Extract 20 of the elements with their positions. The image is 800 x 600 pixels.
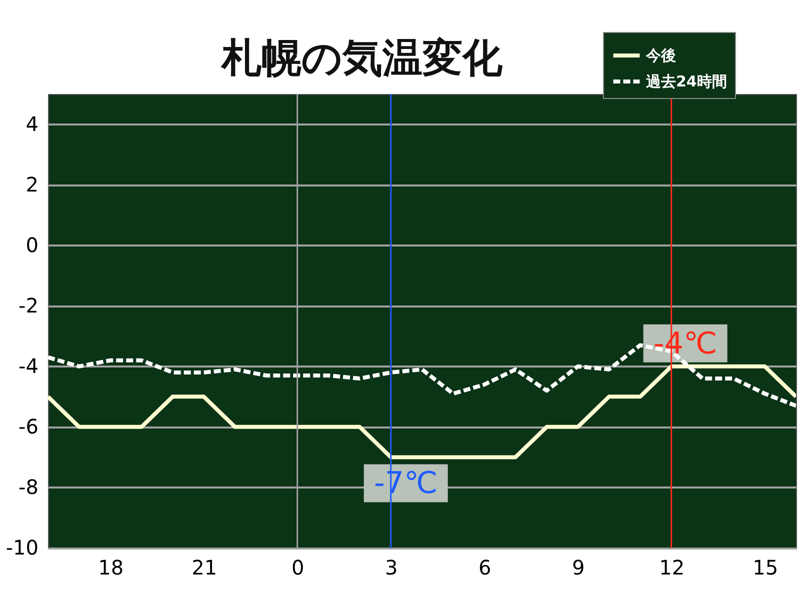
y-tick-label: -4	[18, 354, 38, 378]
y-tick-label: -6	[18, 414, 38, 438]
y-tick-label: 4	[26, 112, 38, 136]
y-tick-label: -8	[18, 474, 38, 499]
x-tick-label: 12	[659, 556, 685, 580]
x-tick-label: 9	[572, 556, 585, 580]
x-tick-label: 15	[752, 556, 778, 580]
x-tick-label: 18	[98, 556, 124, 580]
x-tick-label: 21	[192, 556, 218, 580]
y-tick-label: 2	[26, 172, 38, 196]
y-tick-label: -2	[18, 293, 38, 318]
x-tick-label: 3	[384, 556, 398, 580]
y-tick-label: -10	[6, 536, 38, 560]
line-series	[48, 364, 796, 460]
y-tick-label: 0	[26, 232, 38, 257]
chart-title: 札幌の気温変化	[220, 36, 504, 82]
legend-label: 過去24時間	[645, 72, 727, 90]
legend-label: 今後	[645, 46, 676, 64]
x-tick-label: 0	[291, 556, 304, 580]
x-tick-label: 6	[478, 556, 492, 580]
